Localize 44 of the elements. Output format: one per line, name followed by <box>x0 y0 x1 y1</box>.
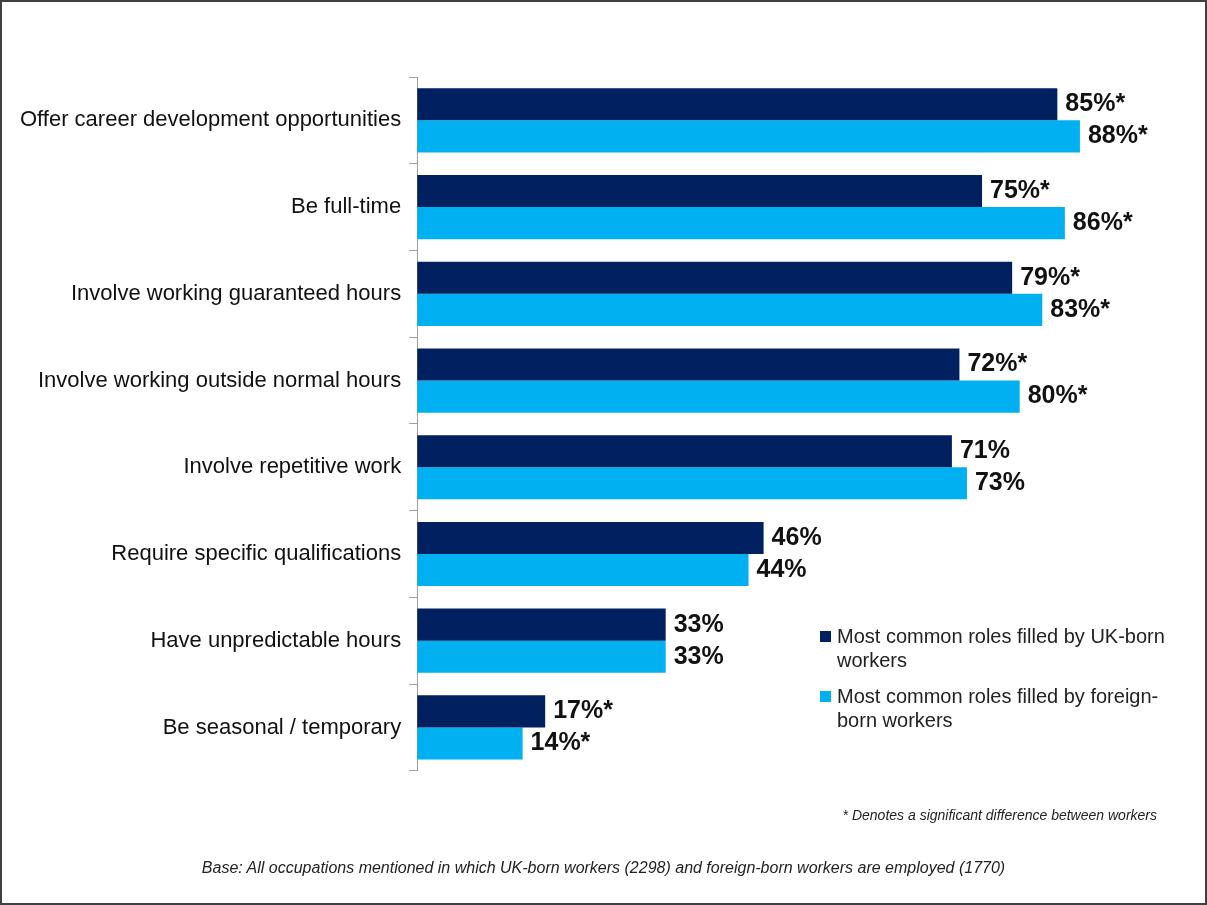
bar <box>417 175 983 208</box>
bar <box>417 207 1065 240</box>
y-tick-label: Offer career development opportunities <box>19 106 402 132</box>
data-label: 44% <box>756 553 807 582</box>
data-label: 88%* <box>1087 120 1148 149</box>
bar <box>417 88 1058 121</box>
y-tick-label: Involve repetitive work <box>183 453 403 479</box>
data-label: 73% <box>974 467 1026 496</box>
data-label: 75%* <box>990 174 1051 203</box>
y-tick-label: Be seasonal / temporary <box>162 713 402 739</box>
data-label: 71% <box>959 435 1010 464</box>
bar <box>417 727 523 760</box>
text: Base: All occupations mentioned in which UK-born workers (2298) and foreign-born workers are employed (1770) <box>200 859 1007 877</box>
y-tick-label: Involve working outside normal hours <box>37 366 402 392</box>
bar <box>417 695 546 728</box>
bar <box>417 293 1043 326</box>
data-label: 85%* <box>1065 88 1126 117</box>
y-tick-label: Require specific qualifications <box>111 540 402 566</box>
data-label: 86%* <box>1072 207 1133 236</box>
data-label: 17%* <box>553 695 614 724</box>
bar <box>417 467 967 500</box>
bar <box>417 553 749 587</box>
legend-label: Most common roles filled by UK-born workers <box>837 624 1166 672</box>
bar <box>417 608 666 641</box>
bar <box>417 640 666 673</box>
data-label: 33% <box>673 640 724 669</box>
bar <box>417 261 1013 294</box>
data-label: 80%* <box>1027 380 1088 409</box>
text: * Denotes a significant difference between workers <box>842 807 1157 823</box>
y-tick-label: Be full-time <box>291 193 402 219</box>
y-tick-label: Have unpredictable hours <box>150 626 402 652</box>
data-label: 46% <box>771 521 822 550</box>
data-label: 79%* <box>1020 261 1081 290</box>
y-tick-label: Involve working guaranteed hours <box>70 279 402 305</box>
bar <box>417 435 952 468</box>
data-label: 33% <box>673 608 724 637</box>
bar <box>417 348 960 381</box>
legend-label: Most common roles filled by foreign-born workers <box>837 684 1160 732</box>
bar <box>417 380 1020 413</box>
bar <box>417 521 764 554</box>
data-label: 14%* <box>530 727 591 756</box>
bar <box>417 120 1080 153</box>
data-label: 72%* <box>967 348 1028 377</box>
data-label: 83%* <box>1050 293 1111 322</box>
